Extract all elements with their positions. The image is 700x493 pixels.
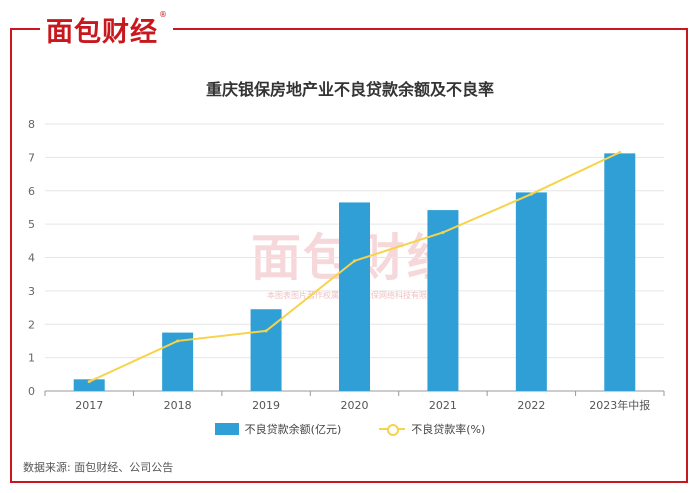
line-point — [441, 230, 445, 234]
brand-logo-text: 面包财经 — [46, 17, 158, 48]
bar — [339, 202, 370, 391]
x-tick-label: 2018 — [164, 399, 192, 412]
x-tick-label: 2022 — [517, 399, 545, 412]
bar — [73, 379, 105, 391]
line-point — [529, 192, 533, 196]
brand-logo: 面包财经 ® — [40, 10, 173, 49]
registered-mark: ® — [159, 10, 167, 19]
y-tick-label: 3 — [28, 285, 35, 298]
outer-frame — [10, 28, 688, 483]
x-tick-label: 2017 — [75, 399, 103, 412]
line-point — [618, 150, 622, 154]
legend-item-bar[interactable]: 不良贷款余额(亿元) — [214, 421, 342, 437]
line-point — [353, 259, 356, 263]
legend-swatch-bar — [214, 423, 239, 435]
chart-title: 重庆银保房地产业不良贷款余额及不良率 — [205, 80, 494, 99]
bar — [604, 153, 636, 391]
chart-legend: 不良贷款余额(亿元) 不良贷款率(%) — [0, 421, 700, 437]
line-point — [264, 329, 268, 333]
legend-label-line: 不良贷款率(%) — [411, 423, 486, 436]
x-tick-label: 2021 — [429, 399, 457, 412]
data-source-note: 数据来源: 面包财经、公司公告 — [23, 461, 174, 474]
y-tick-label: 2 — [28, 318, 35, 331]
bar — [427, 210, 459, 391]
legend-swatch-line — [379, 423, 406, 436]
x-tick-label: 2023年中报 — [589, 398, 650, 412]
y-tick-label: 7 — [28, 151, 35, 164]
y-tick-label: 0 — [28, 385, 35, 398]
y-tick-label: 5 — [28, 218, 35, 231]
line-point — [176, 339, 180, 343]
x-tick-label: 2019 — [252, 399, 280, 412]
y-tick-label: 6 — [28, 185, 35, 198]
line-point — [87, 380, 91, 384]
legend-item-line[interactable]: 不良贷款率(%) — [379, 421, 485, 437]
x-tick-label: 2020 — [341, 399, 369, 412]
bar — [515, 192, 547, 391]
y-tick-label: 4 — [28, 252, 35, 265]
y-tick-label: 1 — [28, 352, 35, 365]
y-tick-label: 8 — [28, 118, 35, 131]
legend-label-bar: 不良贷款余额(亿元) — [244, 423, 342, 436]
